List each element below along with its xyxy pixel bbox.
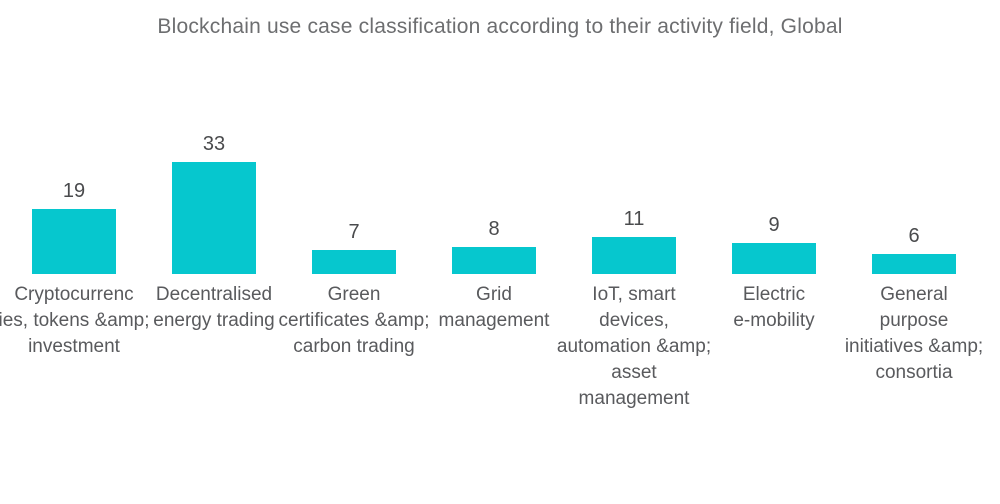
bar-category-label: Grid management xyxy=(424,282,564,412)
bar-category-label-line: initiatives &amp; xyxy=(844,336,984,357)
chart-title: Blockchain use case classification accor… xyxy=(157,15,843,38)
labels-row: Cryptocurrenc ies, tokens &amp; investment… xyxy=(0,282,984,412)
bar-category-label-line: asset xyxy=(611,362,657,383)
bar-category-label-line: purpose xyxy=(879,310,949,331)
bar-category-label-line: Cryptocurrenc xyxy=(14,284,134,305)
bar-category-label-line: Green xyxy=(327,284,381,305)
bar xyxy=(732,243,816,274)
chart-column: 19 xyxy=(4,180,144,274)
chart-column: 8 xyxy=(424,218,564,274)
bar-category-label: IoT, smart devices, automation &amp; asset m… xyxy=(557,282,711,412)
bar xyxy=(592,236,676,274)
bar-category-label-line: management xyxy=(438,310,550,331)
bar-category-label-line: e-mobility xyxy=(733,310,815,331)
bar-category-label: Cryptocurrenc ies, tokens &amp; investment xyxy=(0,282,150,412)
bars-row: 19 33 7 8 11 9 6 xyxy=(4,0,984,274)
bar-value-label: 9 xyxy=(768,214,780,237)
bar-value-label: 19 xyxy=(62,180,86,203)
chart-column: 33 xyxy=(144,133,284,274)
bar-category-label: General purpose initiatives &amp; consortia xyxy=(844,282,984,412)
bar-value-label: 8 xyxy=(488,217,500,240)
bar xyxy=(172,161,256,274)
chart-column: 11 xyxy=(564,208,704,274)
chart-column: 6 xyxy=(844,225,984,274)
bar-category-label-line: management xyxy=(578,388,690,409)
bar xyxy=(452,246,536,274)
bar-value-label: 7 xyxy=(348,221,360,244)
bar-category-label-line: IoT, smart xyxy=(592,284,676,305)
bar-category-label: Electric e-mobility xyxy=(704,282,844,412)
bar-category-label-line: certificates &amp; xyxy=(278,310,430,331)
bar-category-label-line: carbon trading xyxy=(293,336,415,357)
bar-value-label: 6 xyxy=(908,224,920,247)
bar-value-label: 33 xyxy=(202,132,226,155)
bar-category-label: Decentralised energy trading xyxy=(144,282,284,412)
bar-category-label-line: Grid xyxy=(476,284,512,305)
bar-category-label-line: automation &amp; xyxy=(556,336,712,357)
chart-column: 7 xyxy=(284,221,424,274)
bar-category-label-line: energy trading xyxy=(153,310,275,331)
bar-category-label-line: ies, tokens &amp; xyxy=(0,310,150,331)
bar-value-label: 11 xyxy=(623,207,645,230)
bar xyxy=(312,250,396,274)
bar-category-label-line: consortia xyxy=(875,362,953,383)
bar-category-label-line: devices, xyxy=(599,310,669,331)
bar-category-label-line: Electric xyxy=(742,284,806,305)
bar xyxy=(872,253,956,274)
bar-category-label-line: Decentralised xyxy=(155,284,273,305)
bar xyxy=(32,209,116,274)
chart-column: 9 xyxy=(704,214,844,274)
bar-category-label-line: investment xyxy=(28,336,120,357)
bar-category-label: Green certificates &amp; carbon trading xyxy=(279,282,430,412)
bar-category-label-line: General xyxy=(880,284,948,305)
